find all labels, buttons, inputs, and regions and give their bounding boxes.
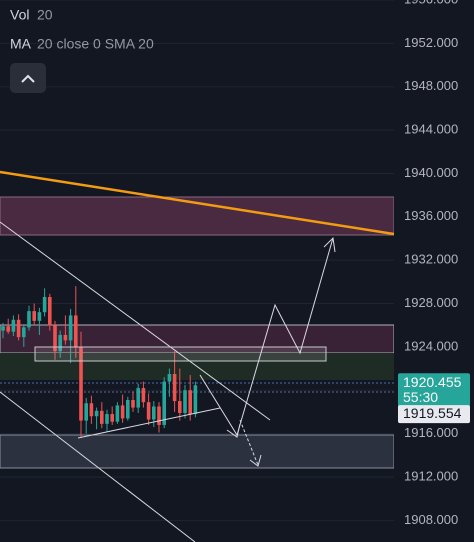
candle-body — [105, 414, 109, 424]
candle-body — [131, 399, 135, 408]
candle-body — [152, 406, 156, 420]
zone — [0, 434, 395, 469]
candles — [1, 286, 198, 438]
candle-body — [48, 297, 52, 326]
candle-body — [94, 410, 99, 417]
candle-body — [84, 403, 88, 421]
candle-body — [100, 410, 104, 424]
countdown-label: 55:30 — [403, 389, 438, 405]
y-tick-label: 1940.000 — [404, 165, 458, 180]
candle-body — [37, 312, 42, 321]
candle-body — [193, 385, 198, 415]
candle-body — [79, 346, 83, 421]
candle-body — [58, 334, 62, 352]
candle-body — [183, 390, 187, 414]
candle-body — [126, 399, 130, 419]
candle-body — [16, 319, 21, 338]
y-tick-label: 1908.000 — [404, 512, 458, 527]
candle-body — [89, 403, 94, 417]
candle-body — [6, 326, 10, 332]
candle-body — [42, 297, 47, 313]
candle-body — [32, 311, 36, 321]
candle-body — [115, 405, 120, 422]
candle-body — [74, 315, 78, 347]
trend-line — [0, 170, 395, 236]
candle-body — [27, 311, 31, 328]
candle-body — [157, 406, 161, 425]
y-tick-label: 1932.000 — [404, 252, 458, 267]
indicator-name: MA — [10, 36, 32, 52]
candle-body — [141, 388, 146, 403]
indicator-params: 20 close 0 SMA 20 — [37, 36, 154, 52]
y-tick-label: 1944.000 — [404, 122, 458, 137]
axis-bg — [394, 0, 474, 542]
candle-body — [68, 315, 73, 341]
y-tick-label: 1924.000 — [404, 338, 458, 353]
candle-body — [110, 414, 114, 422]
candle-body — [162, 381, 166, 425]
candle-body — [1, 326, 5, 331]
candle-body — [63, 334, 68, 341]
collapse-button[interactable] — [10, 63, 46, 93]
last-price-box — [398, 373, 470, 408]
candle-body — [178, 401, 182, 414]
candle-body — [53, 325, 57, 352]
bid-price-label: 1919.554 — [403, 405, 462, 421]
candle-body — [146, 402, 151, 420]
y-tick-label: 1948.000 — [404, 78, 458, 93]
candle-body — [136, 388, 140, 408]
y-axis: 1908.0001912.0001916.0001920.0001924.000… — [394, 0, 474, 542]
candle-body — [172, 373, 177, 402]
y-tick-label: 1952.000 — [404, 35, 458, 50]
y-tick-label: 1916.000 — [404, 425, 458, 440]
candle-body — [167, 373, 172, 382]
candle-body — [11, 319, 16, 332]
drawings — [0, 221, 336, 542]
candle-body — [120, 405, 125, 419]
candle-body — [188, 390, 192, 415]
bid-price-box — [398, 405, 470, 424]
y-tick-label: 1928.000 — [404, 295, 458, 310]
candle-body — [22, 327, 26, 338]
y-tick-label: 1912.000 — [404, 468, 458, 483]
last-price-label: 1920.455 — [403, 374, 462, 390]
indicator-params: 20 — [37, 7, 53, 23]
y-tick-label: 1936.000 — [404, 208, 458, 223]
y-tick-label: 1956.000 — [404, 0, 458, 6]
indicator-name: Vol — [10, 7, 29, 23]
